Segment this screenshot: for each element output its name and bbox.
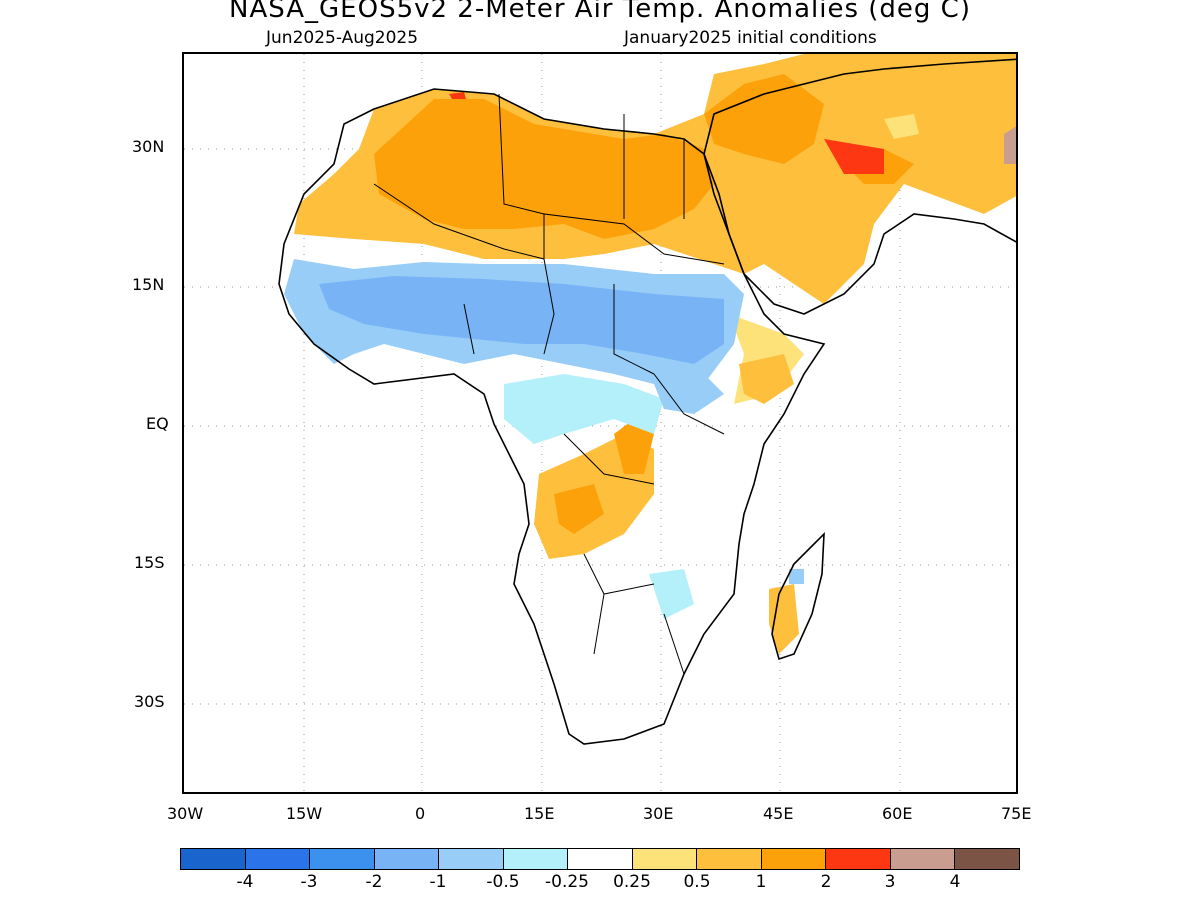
forecast-period: Jun2025-Aug2025 (266, 28, 419, 48)
lon-label-30w: 30W (167, 804, 204, 823)
legend-label: 3 (884, 872, 896, 892)
lon-label-45e: 45E (763, 804, 794, 823)
legend-swatch (374, 849, 440, 869)
legend-label: -1 (429, 872, 447, 892)
map-frame (182, 52, 1018, 794)
legend-label: -4 (236, 872, 254, 892)
warm-anomaly-fields (294, 54, 1016, 654)
legend-swatch (439, 849, 504, 869)
legend-label: -3 (300, 872, 318, 892)
lon-label-15e: 15E (524, 804, 555, 823)
lat-label-15n: 15N (132, 275, 165, 294)
legend-swatch (761, 849, 827, 869)
legend-label: 0.25 (613, 872, 651, 892)
legend-swatch (955, 849, 1019, 869)
country-borders (373, 93, 725, 675)
legend-swatch (568, 849, 633, 869)
lon-label-30e: 30E (643, 804, 674, 823)
legend-swatch (697, 849, 762, 869)
legend-label: -0.5 (486, 872, 520, 892)
cool-anomaly-fields (284, 259, 804, 619)
legend-swatch (632, 849, 698, 869)
lon-label-75e: 75E (1001, 804, 1032, 823)
color-legend (180, 848, 1020, 870)
legend-swatch (245, 849, 311, 869)
legend-swatch (826, 849, 891, 869)
lat-label-30n: 30N (132, 137, 165, 156)
legend-label: -0.25 (545, 872, 589, 892)
africa-anomaly-map (184, 54, 1016, 792)
legend-swatch (181, 849, 246, 869)
lon-label-15w: 15W (286, 804, 323, 823)
legend-swatch (890, 849, 956, 869)
initial-conditions: January2025 initial conditions (624, 28, 877, 48)
lat-label-30s: 30S (134, 692, 165, 711)
legend-label: -2 (365, 872, 383, 892)
coastlines (278, 58, 1016, 745)
lat-label-15s: 15S (134, 553, 165, 572)
lon-label-0: 0 (415, 804, 426, 823)
legend-label: 4 (949, 872, 961, 892)
legend-label: 2 (820, 872, 832, 892)
legend-label: 1 (755, 872, 767, 892)
legend-swatch (503, 849, 569, 869)
lon-label-60e: 60E (882, 804, 913, 823)
legend-swatch (310, 849, 375, 869)
lat-label-eq: EQ (146, 414, 169, 433)
map-title: NASA_GEOS5v2 2-Meter Air Temp. Anomalies… (229, 0, 971, 24)
legend-label: 0.5 (683, 872, 711, 892)
